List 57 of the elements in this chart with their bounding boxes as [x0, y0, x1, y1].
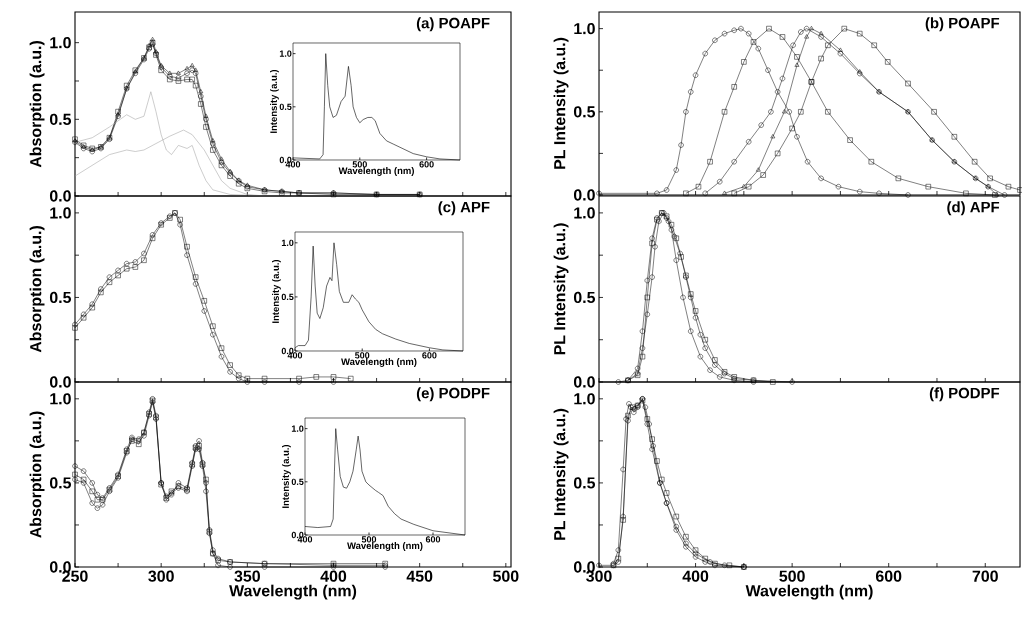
chart-title: (a) POAPF — [416, 17, 490, 32]
y-tick-label: 0.5 — [291, 478, 304, 485]
x-tick-label: 450 — [406, 570, 433, 582]
x-tick-label: 600 — [422, 352, 437, 359]
x-tick-label: 700 — [972, 570, 998, 582]
y-tick-label: 0.0 — [573, 376, 595, 388]
x-tick-label: 500 — [493, 570, 519, 582]
x-tick-label: 400 — [320, 570, 347, 582]
y-axis-title: Intensity (a.u.) — [282, 444, 291, 508]
y-axis-title: Absorption (a.u.) — [29, 226, 45, 353]
y-tick-label: 0.5 — [573, 291, 596, 304]
x-tick-label: 400 — [682, 570, 709, 582]
y-axis-title: PL Intensity (a.u.) — [553, 37, 569, 169]
x-axis-title: Wavelength (nm) — [229, 584, 357, 600]
y-tick-label: 0.5 — [49, 113, 72, 125]
x-tick-label: 600 — [425, 536, 441, 543]
y-tick-label: 0.5 — [279, 103, 292, 110]
x-tick-label: 600 — [419, 161, 434, 168]
y-tick-label: 0.0 — [49, 376, 71, 388]
x-axis-title: Wavelength (nm) — [347, 542, 423, 551]
y-tick-label: 1.0 — [50, 207, 71, 219]
y-tick-label: 1.0 — [574, 22, 595, 35]
y-tick-label: 1.0 — [50, 393, 71, 405]
x-axis-title: Wavelength (nm) — [745, 584, 873, 600]
y-tick-label: 0.0 — [573, 189, 595, 201]
y-axis-title: Intensity (a.u.) — [270, 69, 279, 133]
chart-title: (f) PODPF — [929, 387, 1000, 402]
x-axis-title: Wavelength (nm) — [341, 358, 417, 367]
x-tick-label: 300 — [148, 570, 174, 582]
y-axis-title: Intensity (a.u.) — [272, 259, 281, 323]
chart-title: (d) APF — [947, 201, 1000, 216]
x-tick-label: 600 — [875, 570, 902, 582]
x-tick-label: 350 — [234, 570, 260, 582]
y-axis-title: PL Intensity (a.u.) — [553, 408, 569, 540]
y-tick-label: 1.0 — [281, 239, 294, 246]
y-axis-title: Absorption (a.u.) — [29, 411, 45, 538]
y-axis-title: Absorption (a.u.) — [29, 41, 45, 168]
chart-title: (c) APF — [438, 201, 490, 216]
x-tick-label: 500 — [779, 570, 805, 582]
chart-title: (b) POAPF — [925, 17, 1000, 32]
x-tick-label: 500 — [361, 536, 377, 543]
y-tick-label: 1.0 — [291, 425, 304, 432]
y-tick-label: 1.0 — [50, 37, 71, 49]
y-axis-title: PL Intensity (a.u.) — [553, 223, 569, 355]
y-tick-label: 1.0 — [574, 207, 595, 219]
y-tick-label: 0.5 — [281, 293, 294, 301]
y-tick-label: 1.0 — [279, 50, 292, 57]
y-tick-label: 1.0 — [574, 393, 595, 405]
y-tick-label: 0.5 — [49, 477, 72, 489]
y-tick-label: 0.0 — [49, 190, 71, 202]
x-axis-title: Wavelength (nm) — [338, 167, 414, 176]
y-tick-label: 0.5 — [573, 477, 596, 489]
y-tick-label: 0.5 — [573, 106, 596, 118]
x-tick-label: 500 — [352, 161, 367, 168]
chart-title: (e) PODPF — [416, 387, 490, 402]
x-tick-label: 500 — [355, 352, 370, 359]
y-tick-label: 0.5 — [49, 291, 72, 304]
